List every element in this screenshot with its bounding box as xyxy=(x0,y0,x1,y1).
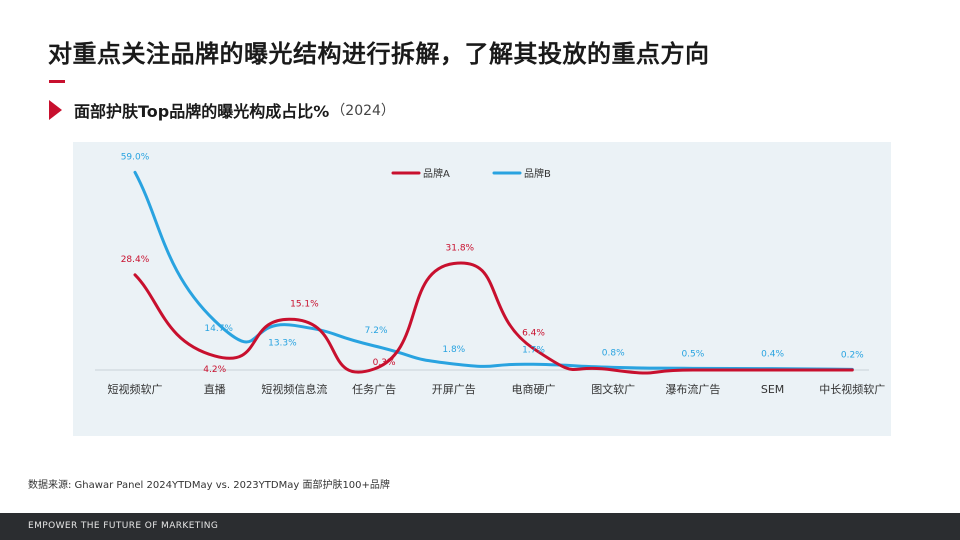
chart-subtitle-year: （2024） xyxy=(331,103,395,119)
x-tick-label-1: 直播 xyxy=(204,382,226,396)
chart-subtitle: 面部护肤Top品牌的曝光构成占比% xyxy=(74,102,330,121)
data-label-品牌B-0: 59.0% xyxy=(121,152,150,162)
data-label-品牌B-6: 0.8% xyxy=(602,348,625,358)
x-tick-label-6: 图文软广 xyxy=(591,382,635,396)
data-label-品牌B-9: 0.2% xyxy=(841,350,864,360)
series-line-品牌A xyxy=(133,261,854,375)
data-label-品牌B-2: 13.3% xyxy=(268,338,297,348)
data-label-品牌B-3: 7.2% xyxy=(365,326,388,336)
chart-panel: 短视频软广 直播 短视频信息流 任务广告 开屏广告 电商硬广 图文软广 瀑布流广告 SEM 中长视… xyxy=(73,142,891,436)
line-chart: 短视频软广 直播 短视频信息流 任务广告 开屏广告 电商硬广 图文软广 瀑布流广告 SEM 中长视… xyxy=(95,152,885,396)
play-triangle-icon xyxy=(49,100,62,120)
data-label-品牌B-4: 1.8% xyxy=(442,345,465,355)
data-label-品牌A-0: 28.4% xyxy=(121,255,150,265)
data-label-品牌A-3: 0.3% xyxy=(373,358,396,368)
x-tick-label-0: 短视频软广 xyxy=(108,382,163,396)
legend-label-品牌A: 品牌A xyxy=(423,167,450,180)
data-label-品牌A-4: 31.8% xyxy=(446,243,475,253)
data-source-note: 数据来源: Ghawar Panel 2024YTDMay vs. 2023YT… xyxy=(28,480,390,491)
title-accent-bar xyxy=(49,80,65,83)
footer-bar: EMPOWER THE FUTURE OF MARKETING xyxy=(0,513,960,540)
x-tick-label-9: 中长视频软广 xyxy=(819,382,885,396)
x-tick-label-7: 瀑布流广告 xyxy=(665,382,720,396)
data-label-品牌B-1: 14.7% xyxy=(204,324,233,334)
data-label-品牌B-7: 0.5% xyxy=(681,349,704,359)
x-tick-label-8: SEM xyxy=(761,383,784,396)
x-tick-label-3: 任务广告 xyxy=(352,383,396,396)
page-title: 对重点关注品牌的曝光结构进行拆解，了解其投放的重点方向 xyxy=(48,40,710,68)
data-label-品牌B-8: 0.4% xyxy=(761,350,784,360)
x-tick-label-5: 电商硬广 xyxy=(512,382,556,396)
data-label-品牌A-5: 6.4% xyxy=(522,329,545,339)
legend-label-品牌B: 品牌B xyxy=(524,167,551,180)
subtitle-row: 面部护肤Top品牌的曝光构成占比% （2024） xyxy=(49,98,395,122)
data-label-品牌B-5: 1.7% xyxy=(522,345,545,355)
data-label-品牌A-2: 15.1% xyxy=(290,299,319,309)
series-line-品牌B xyxy=(133,170,854,371)
data-label-品牌A-1: 4.2% xyxy=(203,365,226,375)
x-tick-label-4: 开屏广告 xyxy=(432,383,476,396)
footer-slogan: EMPOWER THE FUTURE OF MARKETING xyxy=(28,521,219,531)
x-tick-label-2: 短视频信息流 xyxy=(261,382,327,396)
